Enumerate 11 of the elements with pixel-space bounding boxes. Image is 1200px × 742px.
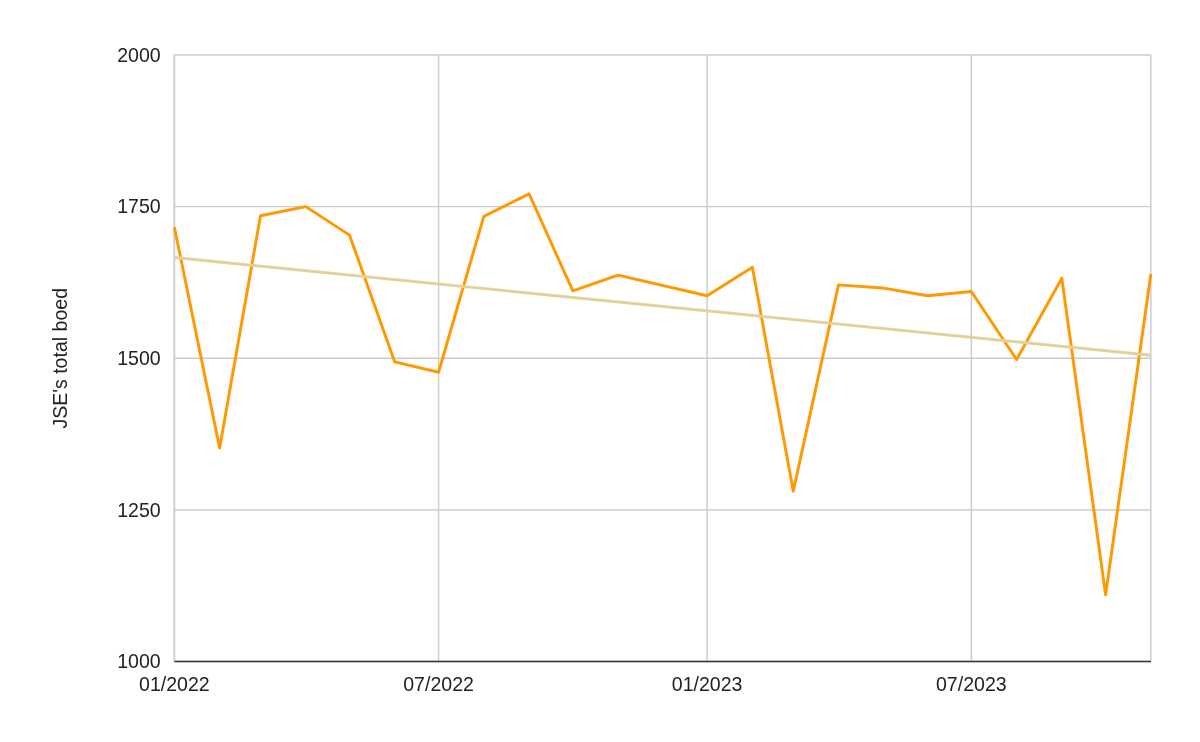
y-tick-label: 1250 [117, 498, 161, 521]
x-tick-label: 07/2022 [403, 672, 474, 695]
line-series [172, 192, 1153, 597]
y-tick-label: 1750 [117, 195, 161, 218]
y-tick-label: 1000 [117, 650, 161, 673]
y-axis-title: JSE's total boed [48, 287, 71, 429]
x-tick-label: 01/2023 [671, 672, 743, 695]
y-tick-label: 1500 [117, 347, 161, 370]
y-tick-label: 2000 [117, 43, 161, 66]
x-tick-label: 01/2022 [139, 672, 210, 695]
x-tick-label: 07/2023 [935, 672, 1007, 695]
